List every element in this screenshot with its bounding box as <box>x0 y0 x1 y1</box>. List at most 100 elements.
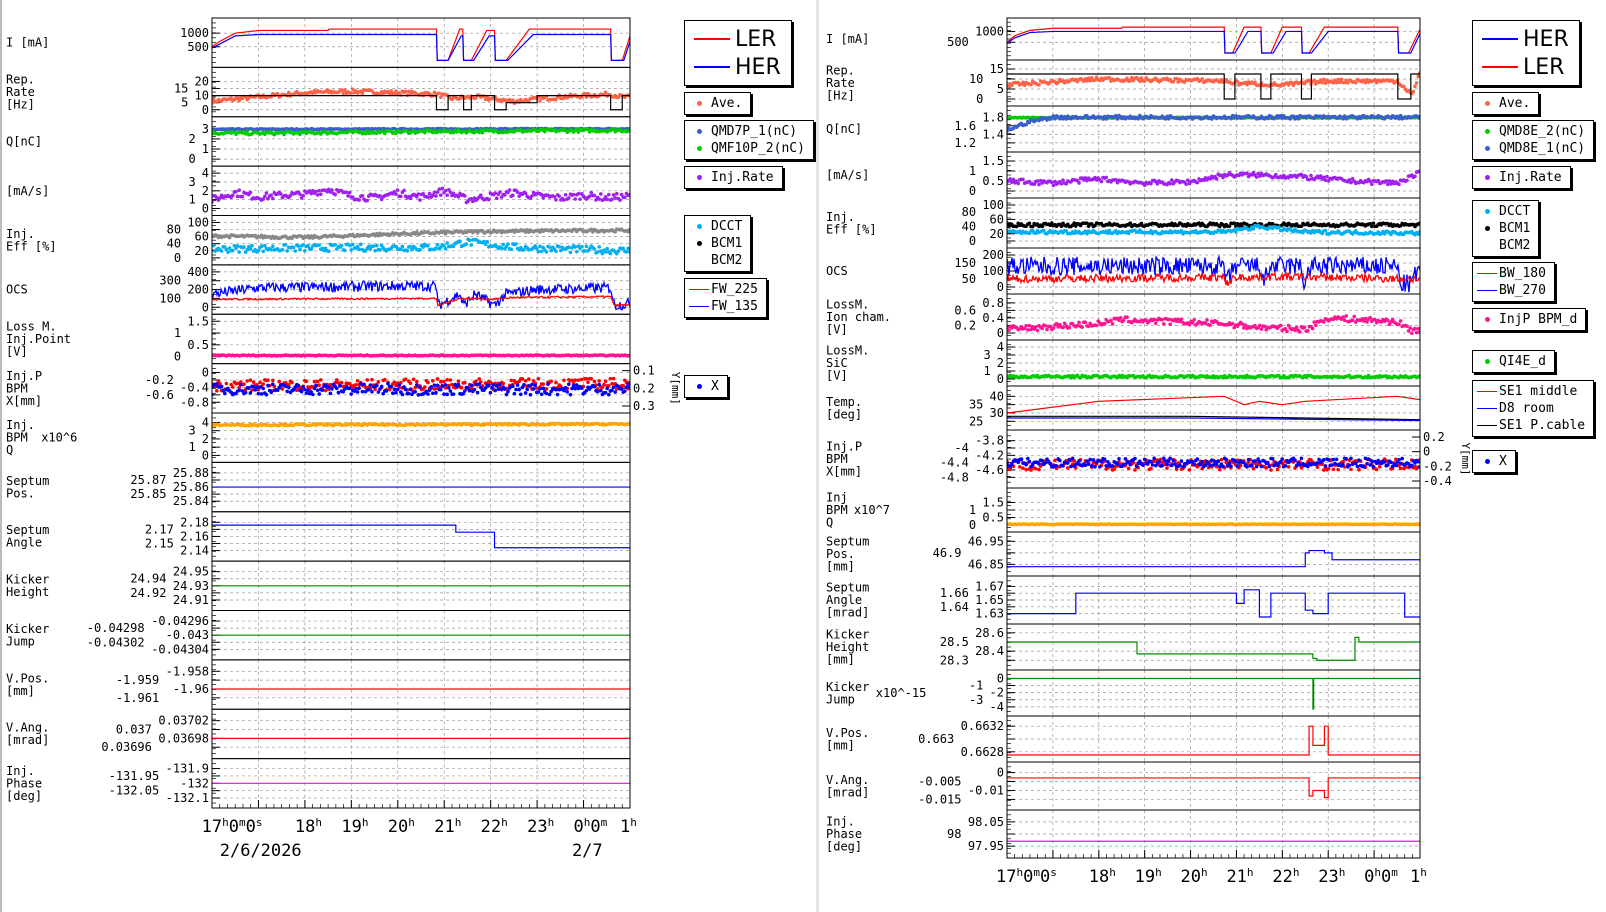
tick-part: h <box>584 816 591 829</box>
y-tick-label: 20 <box>195 74 209 88</box>
data-point-Inj.Rate <box>1186 178 1190 182</box>
series-trace-FW_135 <box>212 279 630 311</box>
data-point-X <box>312 386 317 391</box>
y-axis-label: [mrad] <box>6 733 49 747</box>
data-point-DCCT <box>514 242 518 246</box>
data-point-X <box>248 391 253 395</box>
data-point-X <box>314 383 318 388</box>
data-point-DCCT <box>458 239 462 244</box>
data-point-Ave. <box>1093 78 1097 82</box>
data-point-X <box>533 383 537 388</box>
data-point-DCCT <box>592 247 597 251</box>
data-point-DCCT <box>1042 228 1046 233</box>
data-point-Inj.Rate <box>611 193 616 197</box>
data-point-Y <box>426 380 430 385</box>
data-point-DCCT <box>212 243 216 248</box>
data-point-Inj.Rate <box>1083 176 1088 180</box>
data-point-X <box>431 391 435 396</box>
data-point-Y <box>280 387 285 391</box>
y-tick-label: -0.8 <box>180 395 209 409</box>
data-point-QMF10P_2(nC) <box>298 132 302 137</box>
data-point-DCCT <box>421 245 426 249</box>
data-point-X <box>475 390 480 395</box>
data-point-Y <box>392 380 397 385</box>
data-point-BCM1 <box>1085 221 1089 225</box>
data-point-X <box>474 382 478 387</box>
y-tick-label: 0.037 <box>116 723 152 737</box>
data-point-DCCT <box>451 244 456 249</box>
panel: 20 15 10 50 Rep.Rate[Hz] <box>6 66 631 118</box>
tick-part: m <box>239 816 246 829</box>
panel: 100 80 60 40 20 0 Inj.Eff [%] <box>826 197 1421 249</box>
data-point-Inj.Rate <box>587 194 592 199</box>
data-point-Ave. <box>1334 80 1339 85</box>
data-point-DCCT <box>567 245 571 250</box>
data-point-X <box>573 386 577 391</box>
data-point-Y <box>258 380 262 385</box>
data-point-DCCT <box>261 249 266 254</box>
y-axis-label: Pos. <box>6 486 35 500</box>
data-point-Y <box>319 378 323 382</box>
data-point-X <box>368 383 373 387</box>
data-point-Y <box>443 385 448 390</box>
data-point-Y <box>554 380 558 385</box>
data-point-DCCT <box>293 249 298 253</box>
data-point-BCM1 <box>1128 221 1132 225</box>
data-point-Y <box>435 377 440 381</box>
data-point-Ave. <box>1037 83 1041 87</box>
data-point-X <box>426 392 430 396</box>
data-point-Y <box>474 379 478 383</box>
data-point-Y <box>573 378 577 383</box>
data-point-Inj.Rate <box>597 197 601 201</box>
data-point-BCM1 <box>1014 224 1019 229</box>
y-tick-label: 15 <box>990 62 1004 76</box>
data-point-QMF10P_2(nC) <box>480 130 485 135</box>
data-point-QMD8E_1(nC) <box>1341 116 1345 121</box>
data-point-QMF10P_2(nC) <box>575 127 579 132</box>
tick-part: 1 <box>620 817 630 837</box>
data-point-X <box>498 382 502 387</box>
data-point-DCCT <box>599 249 603 253</box>
y-axis-label: BPM <box>6 381 28 395</box>
data-point-DCCT <box>378 248 382 252</box>
data-point-DCCT <box>464 242 469 246</box>
data-point-Ave. <box>1363 80 1368 85</box>
data-point-X <box>597 382 601 387</box>
data-point-Inj.Rate <box>1405 178 1409 183</box>
data-point-Inj.Rate <box>1309 173 1313 178</box>
data-point-DCCT <box>269 247 274 252</box>
tick-part: h <box>408 816 415 829</box>
tick-part: 19 <box>341 817 361 837</box>
data-point-DCCT <box>559 248 563 253</box>
data-point-X <box>256 391 261 396</box>
data-point-DCCT <box>400 244 405 249</box>
data-point-X <box>395 387 400 392</box>
y-tick-label: 200 <box>187 283 209 297</box>
y-tick-label: -0.04302 <box>87 635 145 649</box>
tick-part: 0 <box>590 817 600 837</box>
data-point-Inj.Rate <box>1349 180 1353 185</box>
data-point-Ave. <box>399 93 403 97</box>
data-point-X <box>504 392 509 397</box>
y-tick-label: 1.6 <box>954 119 976 133</box>
data-point-Inj.Rate <box>463 194 467 198</box>
series-line-LER <box>212 28 630 61</box>
data-point-Y <box>535 386 539 390</box>
data-point-Inj.Rate <box>1325 174 1329 179</box>
data-point-X <box>299 389 304 394</box>
data-point-Ave. <box>1336 77 1340 82</box>
data-point-DCCT <box>544 250 549 254</box>
data-point-Y <box>434 386 438 391</box>
data-point-DCCT <box>256 248 261 253</box>
tick-part: h <box>548 816 555 829</box>
data-point-X <box>317 392 322 396</box>
y-tick-label: 2 <box>202 184 209 198</box>
data-point-DCCT <box>549 248 553 253</box>
y-tick-label: -1.96 <box>173 682 209 696</box>
data-point-BCM1 <box>1050 221 1054 225</box>
data-point-Ave. <box>339 88 344 92</box>
data-point-Y <box>304 379 309 384</box>
data-point-X <box>490 386 494 390</box>
y-tick-label: -1.958 <box>166 664 209 678</box>
